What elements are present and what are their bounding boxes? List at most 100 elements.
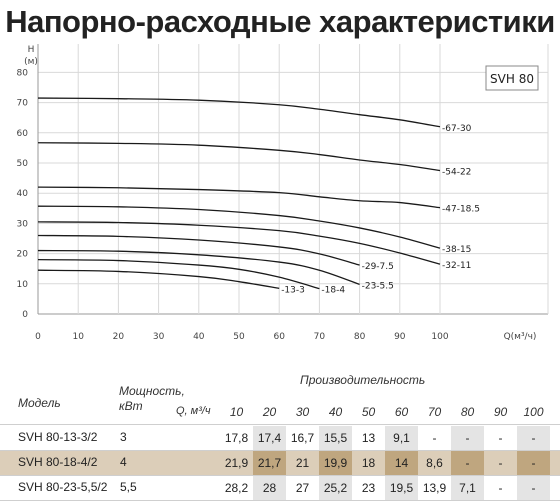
- curve-label: -67-30: [442, 124, 472, 134]
- value-cell: -: [451, 451, 484, 475]
- model-badge-box: [485, 65, 539, 91]
- value-cell: 21,9: [224, 456, 249, 470]
- curve-13-3: [37, 269, 280, 289]
- x-tick-label: 80: [354, 332, 366, 342]
- value-cell: 19,9: [319, 451, 352, 475]
- y-axis-label: H: [28, 45, 35, 55]
- curve-label: -29-7.5: [362, 262, 394, 272]
- curve-label: -23-5.5: [362, 281, 394, 291]
- x-tick-label: 0: [35, 332, 41, 342]
- model-badge: SVH 80: [490, 72, 534, 86]
- value-cell: 9,1: [385, 426, 418, 450]
- table-header-q: Q, м³/ч: [176, 405, 211, 417]
- value-cell: 8,6: [426, 456, 443, 470]
- table-header-performance: Производительность: [300, 373, 426, 387]
- table-row: SVH 80-13-3/2 3 17,8 17,4 16,7 15,5 13 9,1- - - -: [0, 426, 560, 450]
- value-cell: 17,8: [224, 431, 249, 445]
- value-cell: 7,1: [451, 476, 484, 500]
- curve-38-15: [37, 205, 441, 249]
- y-tick-label: 50: [17, 159, 29, 169]
- value-cell: 28,2: [224, 481, 249, 495]
- q-column-header: 60: [394, 405, 409, 419]
- y-tick-label: 40: [17, 189, 29, 199]
- table-header-power-line2: кВт: [119, 399, 143, 413]
- curve-label: -38-15: [442, 245, 471, 255]
- x-tick-label: 30: [153, 332, 165, 342]
- q-column-header: 10: [229, 405, 244, 419]
- x-tick-label: 10: [72, 332, 84, 342]
- value-cell: -: [498, 481, 503, 495]
- value-cell: 13: [361, 431, 376, 445]
- y-axis-unit: (м): [24, 57, 38, 67]
- q-column-header: 40: [328, 405, 343, 419]
- value-cell: 27: [295, 481, 310, 495]
- value-cell: -: [432, 431, 437, 445]
- model-cell: SVH 80-13-3/2: [18, 430, 98, 444]
- q-column-header: 70: [427, 405, 442, 419]
- table-header-power-line1: Мощность,: [119, 384, 185, 398]
- value-cell: 17,4: [253, 426, 286, 450]
- value-cell: 25,2: [319, 476, 352, 500]
- y-tick-label: 0: [22, 310, 28, 320]
- row-divider: [0, 475, 560, 476]
- q-column-header: 90: [493, 405, 508, 419]
- x-tick-label: 100: [431, 332, 448, 342]
- model-cell: SVH 80-23-5,5/2: [18, 480, 108, 494]
- y-tick-label: 80: [17, 68, 29, 78]
- curve-54-22: [37, 142, 441, 172]
- table-row: SVH 80-18-4/2 4 21,9 21,7 21 19,9 18 14 8,6- - -: [0, 451, 560, 475]
- row-divider: [0, 450, 560, 451]
- curve-label: -13-3: [281, 285, 305, 295]
- x-tick-label: 70: [314, 332, 326, 342]
- value-cell: -: [498, 431, 503, 445]
- table-header-divider: [0, 424, 560, 425]
- value-cell: 28: [253, 476, 286, 500]
- q-column-header: 30: [295, 405, 310, 419]
- value-cell: -: [451, 426, 484, 450]
- y-tick-label: 60: [17, 129, 29, 139]
- value-cell: 13,9: [422, 481, 447, 495]
- y-tick-label: 20: [17, 250, 29, 260]
- value-cell: 21,7: [253, 451, 286, 475]
- q-column-header: 80: [460, 405, 475, 419]
- power-cell: 4: [120, 455, 127, 469]
- x-tick-label: 90: [394, 332, 406, 342]
- model-cell: SVH 80-18-4/2: [18, 455, 98, 469]
- curve-47-18_5: [37, 186, 441, 209]
- value-cell: 16,7: [290, 431, 315, 445]
- curve-67-30: [37, 97, 441, 128]
- curve-29-7_5: [37, 234, 360, 266]
- x-tick-label: 60: [273, 332, 285, 342]
- curve-label: -47-18.5: [442, 205, 480, 215]
- value-cell: 18: [361, 456, 376, 470]
- q-column-header: 100: [523, 405, 544, 419]
- q-column-header: 50: [361, 405, 376, 419]
- x-tick-label: 20: [113, 332, 125, 342]
- curve-18-4: [37, 258, 320, 290]
- curve-label: -54-22: [442, 168, 471, 178]
- y-tick-label: 10: [17, 280, 29, 290]
- curve-label: -18-4: [321, 286, 345, 296]
- power-cell: 3: [120, 430, 127, 444]
- value-cell: -: [517, 451, 550, 475]
- x-tick-label: 40: [193, 332, 205, 342]
- table-header-power: Мощность, кВт: [119, 384, 185, 414]
- value-cell: 15,5: [319, 426, 352, 450]
- power-cell: 5,5: [120, 480, 137, 494]
- table-row: SVH 80-23-5,5/2 5,5 28,2 28 27 25,2 23 19,5 13,9…: [0, 476, 560, 500]
- value-cell: 23: [361, 481, 376, 495]
- value-cell: -: [517, 426, 550, 450]
- curve-32-11: [37, 221, 441, 265]
- value-cell: 21: [295, 456, 310, 470]
- value-cell: -: [498, 456, 503, 470]
- page-title: Напорно-расходные характеристики: [5, 4, 555, 39]
- curve-label: -32-11: [442, 261, 471, 271]
- q-column-header: 20: [262, 405, 277, 419]
- x-axis-label: Q(м³/ч): [504, 332, 537, 342]
- x-tick-label: 50: [233, 332, 245, 342]
- value-cell: 19,5: [385, 476, 418, 500]
- y-tick-label: 30: [17, 219, 29, 229]
- value-cell: -: [517, 476, 550, 500]
- table-header-model: Модель: [18, 396, 61, 410]
